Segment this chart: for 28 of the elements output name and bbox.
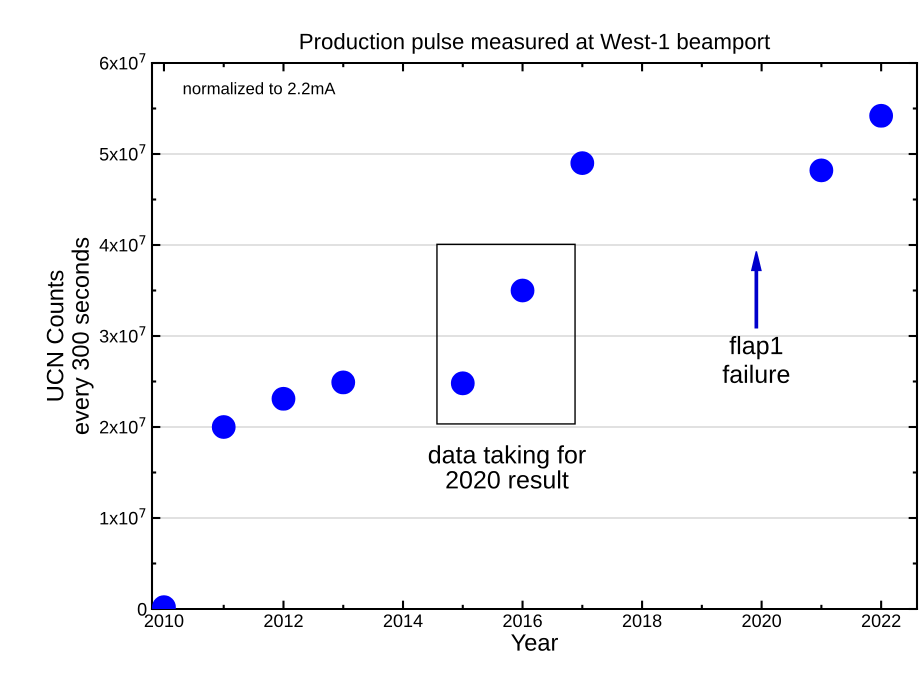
y-tick-label: 5x10$^{7}$ [100,144,146,161]
annotation: flap1 failure [722,336,790,384]
point [450,371,475,396]
chart-title: Production pulse measured at West-1 beamport [300,33,770,54]
y-tick-label: 3x10$^{7}$ [100,326,146,343]
x-tick-label: 2016 [503,614,542,628]
x-tick-label: 2014 [384,614,423,628]
x-tick-label: 2012 [264,614,303,628]
y-axis-title: UCN Counts every 300 seconds [46,238,94,434]
y-tick-label: 1x10$^{7}$ [100,508,146,525]
point [212,415,236,439]
point [869,104,894,128]
x-tick-label: 2010 [144,614,184,628]
y-tick-label: 0 [138,602,146,616]
point [809,158,834,182]
annotation: data taking for 2020 result [428,445,586,489]
y-tick-label: 6x10$^{7}$ [100,53,146,70]
x-axis-title: Year [511,634,558,651]
point [570,151,594,175]
point [272,386,296,411]
x-tick-label: 2020 [742,614,781,628]
x-tick-label: 2022 [862,614,900,628]
y-tick-label: 4x10$^{7}$ [100,235,146,252]
annotation: normalized to 2.2mA [184,82,336,94]
point [510,278,534,302]
point [331,370,356,394]
x-tick-label: 2018 [622,614,662,628]
y-tick-label: 2x10$^{7}$ [100,417,146,434]
